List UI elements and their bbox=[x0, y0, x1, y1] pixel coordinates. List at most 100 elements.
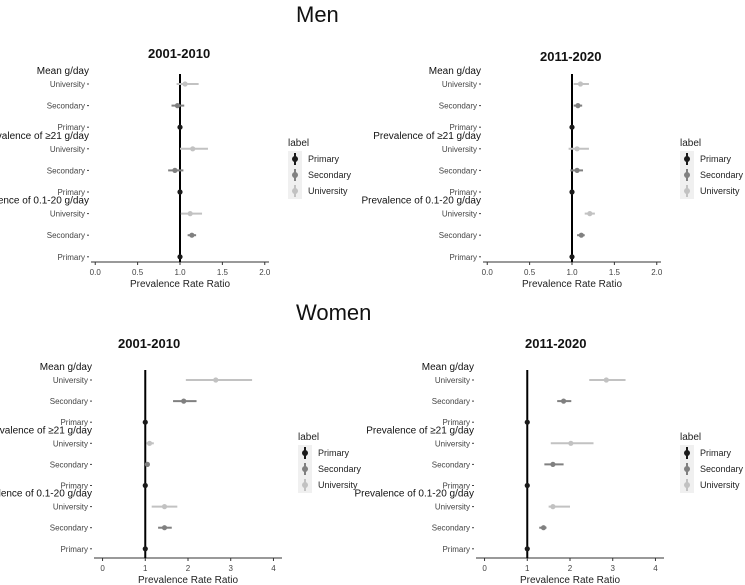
row-label: Secondary bbox=[47, 166, 85, 175]
legend-key-university bbox=[288, 183, 302, 199]
x-tick-label: 1.0 bbox=[566, 268, 578, 277]
row-label: Primary bbox=[442, 545, 470, 554]
forest-panel-3: 0 1 2 3 4 Prevalence Rate Ratio Mean g/day Univ… bbox=[354, 362, 664, 585]
legend-women-2011: label Primary Secondary University bbox=[680, 432, 743, 493]
row-label: University bbox=[53, 503, 88, 512]
legend-item-primary: Primary bbox=[298, 445, 361, 461]
estimate-point-university bbox=[182, 81, 188, 87]
legend-label: University bbox=[700, 186, 740, 196]
estimate-point-university bbox=[568, 440, 574, 446]
row-label: University bbox=[50, 80, 85, 89]
estimate-point-secondary bbox=[161, 525, 168, 531]
legend-item-secondary: Secondary bbox=[298, 461, 361, 477]
group-label: Prevalence of ≥21 g/day bbox=[0, 131, 89, 142]
legend-key-university bbox=[680, 183, 694, 199]
row-label: Primary bbox=[57, 123, 85, 132]
x-axis-title: Prevalence Rate Ratio bbox=[138, 575, 238, 585]
legend-title: label bbox=[298, 432, 320, 443]
row-label: University bbox=[442, 145, 477, 154]
group-label: Mean g/day bbox=[429, 66, 481, 77]
x-tick-label: 2 bbox=[568, 564, 573, 573]
legend-label: Primary bbox=[318, 448, 349, 458]
row-label: University bbox=[435, 503, 470, 512]
row-label: Secondary bbox=[47, 102, 85, 111]
legend-title: label bbox=[680, 138, 702, 149]
legend-item-university: University bbox=[680, 477, 743, 493]
x-tick-label: 4 bbox=[653, 564, 658, 573]
estimate-point-secondary bbox=[174, 103, 181, 109]
legend-key-secondary bbox=[288, 167, 302, 183]
legend-item-primary: Primary bbox=[288, 151, 351, 167]
x-tick-label: 1.5 bbox=[217, 268, 229, 277]
x-tick-label: 4 bbox=[271, 564, 276, 573]
x-tick-label: 0 bbox=[482, 564, 487, 573]
estimate-point-university bbox=[574, 146, 580, 152]
legend-key-primary bbox=[288, 151, 302, 167]
x-tick-label: 1.0 bbox=[174, 268, 186, 277]
estimate-point-university bbox=[146, 440, 153, 446]
section-title-men: Men bbox=[296, 2, 339, 27]
row-label: University bbox=[53, 439, 88, 448]
group-label: Prevalence of 0.1-20 g/day bbox=[0, 489, 92, 500]
estimate-point-university bbox=[603, 377, 609, 383]
x-tick-label: 2.0 bbox=[259, 268, 271, 277]
estimate-point-university bbox=[161, 504, 168, 510]
estimate-point-primary bbox=[569, 254, 575, 260]
legend-title: label bbox=[288, 138, 310, 149]
estimate-point-primary bbox=[569, 124, 575, 130]
estimate-point-primary bbox=[142, 546, 148, 552]
legend-label: Secondary bbox=[318, 464, 362, 474]
row-label: Primary bbox=[57, 253, 85, 262]
legend-label: Secondary bbox=[308, 170, 352, 180]
row-label: Primary bbox=[449, 123, 477, 132]
row-label: University bbox=[442, 210, 477, 219]
legend-key-secondary bbox=[680, 461, 694, 477]
legend-men-2011: label Primary Secondary University bbox=[680, 138, 743, 199]
estimate-point-secondary bbox=[144, 461, 151, 467]
x-axis-title: Prevalence Rate Ratio bbox=[522, 279, 622, 290]
legend-key-primary bbox=[680, 151, 694, 167]
legend-label: Secondary bbox=[700, 464, 744, 474]
estimate-point-primary bbox=[524, 419, 530, 425]
forest-panel-0: 0.0 0.5 1.0 1.5 2.0 Prevalence Rate Ratio Mean… bbox=[0, 66, 271, 290]
estimate-point-primary bbox=[177, 254, 183, 260]
panel-title-men-2011: 2011-2020 bbox=[540, 49, 602, 64]
x-tick-label: 0.5 bbox=[132, 268, 144, 277]
row-label: University bbox=[50, 210, 85, 219]
x-tick-label: 2.0 bbox=[651, 268, 663, 277]
row-label: Primary bbox=[60, 545, 88, 554]
row-label: University bbox=[435, 376, 470, 385]
legend-item-university: University bbox=[680, 183, 743, 199]
panel-title-women-2001: 2001-2010 bbox=[118, 336, 181, 351]
row-label: University bbox=[50, 145, 85, 154]
estimate-point-primary bbox=[524, 482, 530, 489]
row-label: Primary bbox=[442, 482, 470, 491]
group-label: Mean g/day bbox=[422, 362, 474, 373]
row-label: University bbox=[435, 439, 470, 448]
estimate-point-university bbox=[187, 211, 193, 217]
group-label: Prevalence of 0.1-20 g/day bbox=[361, 196, 481, 207]
estimate-point-secondary bbox=[189, 232, 195, 238]
row-label: Secondary bbox=[50, 460, 88, 469]
row-label: Secondary bbox=[439, 166, 477, 175]
row-label: Secondary bbox=[439, 231, 477, 240]
legend-item-university: University bbox=[298, 477, 361, 493]
estimate-point-secondary bbox=[172, 167, 178, 173]
estimate-point-secondary bbox=[560, 398, 567, 404]
estimate-point-university bbox=[190, 146, 196, 152]
legend-label: Secondary bbox=[700, 170, 744, 180]
estimate-point-primary bbox=[569, 189, 575, 195]
row-label: Secondary bbox=[50, 397, 88, 406]
group-label: Mean g/day bbox=[37, 66, 89, 77]
group-label: Prevalence of 0.1-20 g/day bbox=[354, 489, 474, 500]
legend-label: Primary bbox=[308, 154, 339, 164]
legend-title: label bbox=[680, 432, 702, 443]
estimate-point-secondary bbox=[578, 232, 584, 238]
estimate-point-university bbox=[550, 504, 556, 510]
row-label: Secondary bbox=[50, 524, 88, 533]
estimate-point-university bbox=[213, 377, 219, 383]
estimate-point-secondary bbox=[550, 461, 556, 467]
estimate-point-primary bbox=[142, 482, 148, 489]
legend-item-primary: Primary bbox=[680, 445, 743, 461]
